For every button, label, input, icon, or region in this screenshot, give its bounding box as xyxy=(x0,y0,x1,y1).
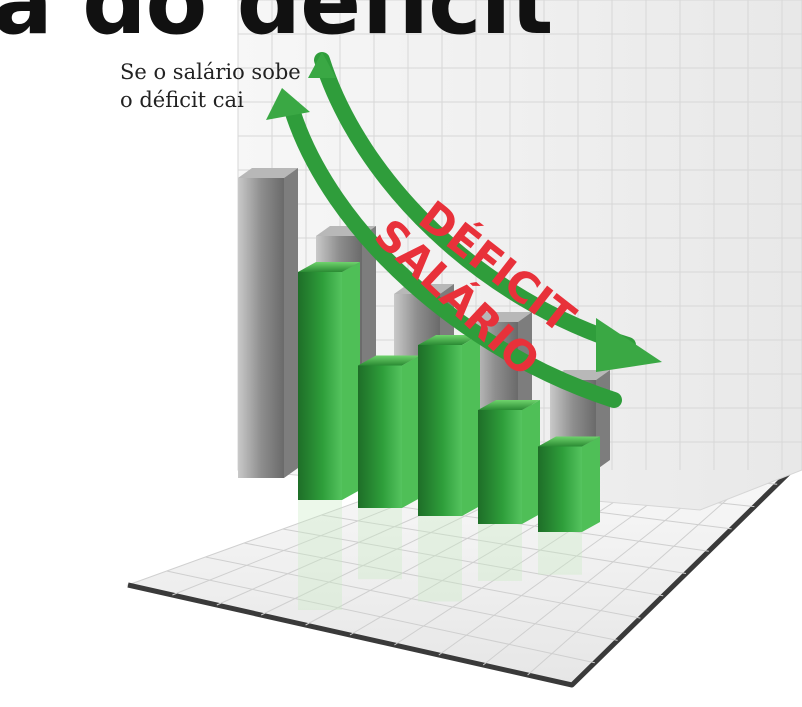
salary-bar-reflection xyxy=(298,500,342,610)
subtitle-line-2: o déficit cai xyxy=(120,88,244,112)
salary-bar xyxy=(298,262,360,610)
deficit-arrow xyxy=(308,52,662,372)
subtitle: Se o salário sobe o déficit cai xyxy=(120,58,301,114)
salary-bar xyxy=(418,335,480,602)
salary-bar xyxy=(478,400,540,581)
floor-shadow xyxy=(127,460,802,688)
salary-bar-reflection xyxy=(358,508,402,580)
subtitle-line-1: Se o salário sobe xyxy=(120,60,301,84)
salary-arrow xyxy=(266,88,622,408)
salary-bar-reflection xyxy=(478,524,522,581)
salary-series xyxy=(298,262,600,610)
salary-bar-reflection xyxy=(538,532,582,575)
salary-bar xyxy=(538,436,600,575)
salary-bar-reflection xyxy=(418,516,462,602)
headline-container: a do déficit xyxy=(0,0,802,40)
headline: a do déficit xyxy=(0,0,553,40)
deficit-bar xyxy=(238,168,298,478)
salary-bar xyxy=(358,355,420,580)
